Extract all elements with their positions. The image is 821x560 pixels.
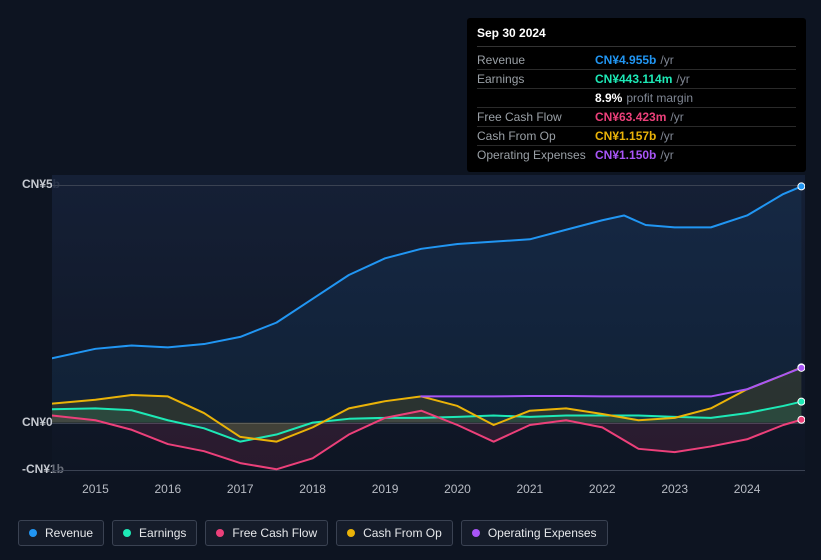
tooltip-value: CN¥443.114m	[595, 72, 672, 86]
tooltip-value: CN¥1.150b	[595, 148, 656, 162]
legend-label: Earnings	[139, 526, 186, 540]
legend-label: Free Cash Flow	[232, 526, 317, 540]
legend-dot-icon	[472, 529, 480, 537]
legend-item-operating-expenses[interactable]: Operating Expenses	[461, 520, 608, 546]
legend-label: Revenue	[45, 526, 93, 540]
x-axis-label: 2023	[661, 482, 688, 496]
x-axis-label: 2019	[372, 482, 399, 496]
legend-dot-icon	[29, 529, 37, 537]
legend-dot-icon	[123, 529, 131, 537]
tooltip-suffix: profit margin	[626, 91, 693, 105]
tooltip-suffix: /yr	[676, 72, 689, 86]
tooltip-row: Free Cash FlowCN¥63.423m/yr	[477, 108, 796, 127]
x-axis-label: 2015	[82, 482, 109, 496]
legend-item-cash-from-op[interactable]: Cash From Op	[336, 520, 453, 546]
tooltip-label	[477, 91, 595, 105]
series-end-marker	[798, 416, 805, 423]
legend-item-revenue[interactable]: Revenue	[18, 520, 104, 546]
tooltip-row: Operating ExpensesCN¥1.150b/yr	[477, 146, 796, 164]
x-axis-labels: 2015 2016 2017 2018 2019 2020 2021 2022 2023 2024	[52, 482, 805, 500]
tooltip-row: EarningsCN¥443.114m/yr	[477, 70, 796, 89]
series-end-marker	[798, 183, 805, 190]
tooltip-row: 8.9% profit margin	[477, 89, 796, 108]
tooltip-date: Sep 30 2024	[477, 26, 796, 47]
x-axis-label: 2018	[299, 482, 326, 496]
chart-tooltip: Sep 30 2024 RevenueCN¥4.955b/yrEarningsC…	[467, 18, 806, 172]
legend-item-free-cash-flow[interactable]: Free Cash Flow	[205, 520, 328, 546]
tooltip-label: Free Cash Flow	[477, 110, 595, 124]
tooltip-label: Revenue	[477, 53, 595, 67]
legend-label: Cash From Op	[363, 526, 442, 540]
x-axis-label: 2020	[444, 482, 471, 496]
x-axis-label: 2021	[517, 482, 544, 496]
legend-dot-icon	[216, 529, 224, 537]
legend-dot-icon	[347, 529, 355, 537]
tooltip-value: CN¥4.955b	[595, 53, 656, 67]
y-axis-label: CN¥0	[22, 415, 53, 429]
tooltip-suffix: /yr	[660, 53, 673, 67]
legend-item-earnings[interactable]: Earnings	[112, 520, 197, 546]
series-end-marker	[798, 364, 805, 371]
series-area-revenue	[52, 186, 801, 422]
tooltip-suffix: /yr	[670, 110, 683, 124]
x-axis-label: 2022	[589, 482, 616, 496]
tooltip-suffix: /yr	[660, 148, 673, 162]
series-end-marker	[798, 398, 805, 405]
tooltip-suffix: /yr	[660, 129, 673, 143]
tooltip-value: CN¥63.423m	[595, 110, 666, 124]
tooltip-value: 8.9%	[595, 91, 622, 105]
x-axis-label: 2024	[734, 482, 761, 496]
x-axis-label: 2016	[154, 482, 181, 496]
tooltip-label: Operating Expenses	[477, 148, 595, 162]
tooltip-row: Cash From OpCN¥1.157b/yr	[477, 127, 796, 146]
chart-legend: Revenue Earnings Free Cash Flow Cash From O…	[18, 520, 608, 546]
financials-chart: CN¥5bCN¥0-CN¥1b 201520162017201820192020…	[16, 155, 805, 500]
tooltip-label: Earnings	[477, 72, 595, 86]
tooltip-value: CN¥1.157b	[595, 129, 656, 143]
chart-plot-area[interactable]	[52, 175, 805, 475]
chart-svg	[52, 175, 805, 475]
legend-label: Operating Expenses	[488, 526, 597, 540]
tooltip-label: Cash From Op	[477, 129, 595, 143]
tooltip-row: RevenueCN¥4.955b/yr	[477, 51, 796, 70]
x-axis-label: 2017	[227, 482, 254, 496]
